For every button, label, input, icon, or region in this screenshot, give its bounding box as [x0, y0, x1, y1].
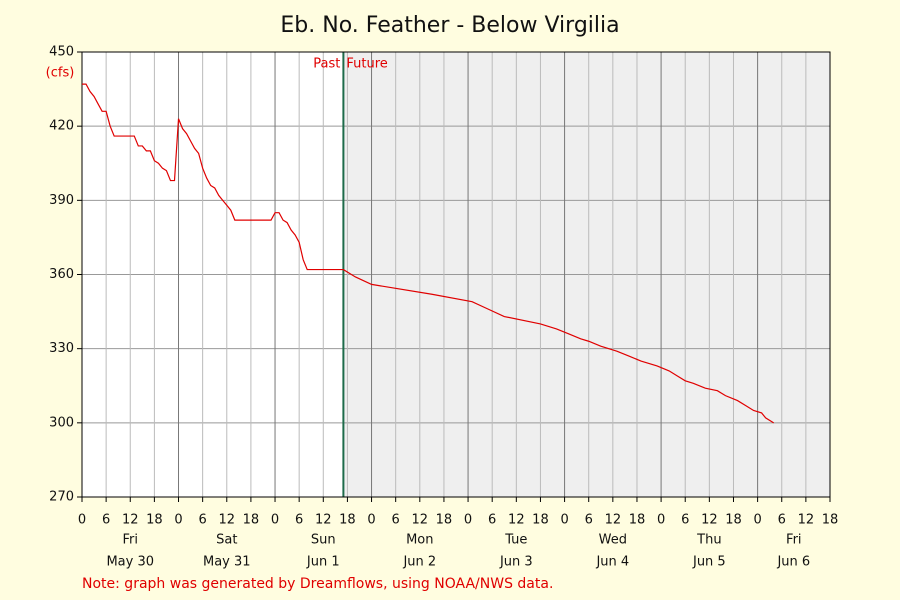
x-tick-label: 0: [271, 513, 279, 528]
x-tick-label: 12: [315, 513, 332, 528]
day-label: Fri: [123, 533, 139, 548]
day-label: Wed: [599, 533, 627, 548]
x-tick-label: 18: [629, 513, 646, 528]
x-tick-label: 0: [560, 513, 568, 528]
x-tick-label: 0: [78, 513, 86, 528]
x-tick-label: 6: [681, 513, 689, 528]
x-tick-label: 6: [199, 513, 207, 528]
x-tick-label: 18: [725, 513, 742, 528]
x-tick-label: 6: [295, 513, 303, 528]
x-tick-label: 12: [605, 513, 622, 528]
past-label: Past: [313, 57, 340, 72]
x-tick-label: 6: [102, 513, 110, 528]
date-label: Jun 3: [499, 555, 533, 570]
x-tick-label: 12: [701, 513, 718, 528]
x-tick-label: 12: [122, 513, 139, 528]
y-tick-label: 300: [49, 415, 74, 430]
data-line: [82, 83, 775, 424]
x-tick-label: 12: [412, 513, 429, 528]
x-tick-label: 6: [778, 513, 786, 528]
x-tick-label: 6: [488, 513, 496, 528]
x-tick-label: 0: [657, 513, 665, 528]
x-tick-label: 12: [508, 513, 525, 528]
y-tick-label: 450: [49, 45, 74, 60]
date-label: Jun 4: [595, 555, 629, 570]
note: Note: graph was generated by Dreamflows,…: [82, 576, 553, 592]
x-tick-label: 6: [585, 513, 593, 528]
chart-title: Eb. No. Feather - Below Virgilia: [280, 13, 619, 38]
date-label: May 31: [203, 555, 251, 570]
x-tick-label: 18: [436, 513, 453, 528]
date-label: May 30: [106, 555, 154, 570]
date-label: Jun 1: [306, 555, 340, 570]
date-label: Jun 5: [692, 555, 726, 570]
day-label: Mon: [406, 533, 433, 548]
x-tick-label: 18: [339, 513, 356, 528]
y-tick-label: 360: [49, 267, 74, 282]
day-label: Sun: [311, 533, 336, 548]
x-tick-label: 12: [798, 513, 815, 528]
day-label: Tue: [504, 533, 527, 548]
x-tick-label: 6: [392, 513, 400, 528]
day-label: Fri: [786, 533, 802, 548]
x-tick-label: 18: [146, 513, 163, 528]
x-tick-label: 18: [532, 513, 549, 528]
day-label: Sat: [216, 533, 237, 548]
date-label: Jun 2: [402, 555, 436, 570]
x-tick-label: 18: [243, 513, 260, 528]
x-tick-label: 18: [822, 513, 839, 528]
plot-border: [81, 51, 831, 498]
x-tick-label: 0: [464, 513, 472, 528]
y-axis-label: (cfs): [46, 66, 75, 81]
y-tick-label: 270: [49, 490, 74, 505]
y-tick-label: 390: [49, 193, 74, 208]
x-tick-label: 0: [753, 513, 761, 528]
x-tick-label: 12: [219, 513, 236, 528]
x-tick-label: 0: [174, 513, 182, 528]
y-tick-label: 330: [49, 341, 74, 356]
x-tick-label: 0: [367, 513, 375, 528]
date-label: Jun 6: [776, 555, 810, 570]
future-label: Future: [346, 57, 387, 72]
y-tick-label: 420: [49, 119, 74, 134]
day-label: Thu: [696, 533, 721, 548]
